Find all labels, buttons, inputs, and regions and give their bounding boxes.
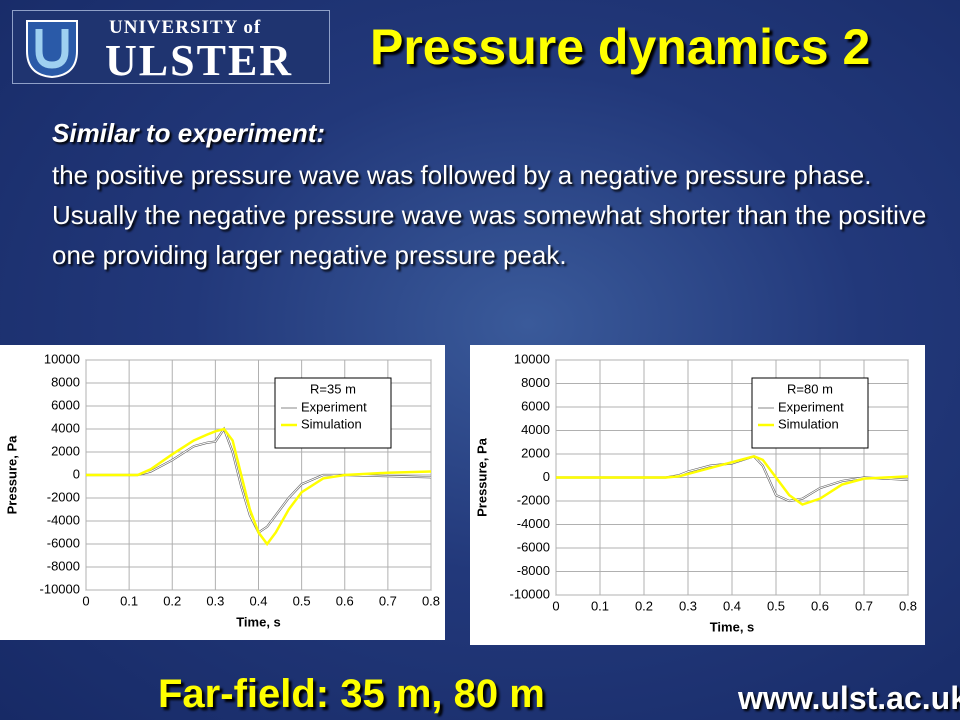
line — [86, 427, 432, 547]
x-tick-label: 0.6 — [811, 598, 829, 613]
x-tick-label: 0.2 — [163, 593, 181, 608]
y-tick-label: -8000 — [517, 563, 550, 578]
y-tick-label: 8000 — [521, 375, 550, 390]
y-tick-label: -2000 — [517, 492, 550, 507]
y-tick-label: 0 — [73, 466, 80, 481]
url: www.ulst.ac.uk — [738, 680, 960, 716]
x-tick-label: 0 — [82, 593, 89, 608]
x-tick-label: 0.5 — [293, 593, 311, 608]
x-tick-label: 0.7 — [379, 593, 397, 608]
logo-top: UNIVERSITY of — [109, 17, 262, 38]
y-tick-label: -10000 — [510, 586, 550, 601]
legend-label: Experiment — [301, 399, 367, 414]
x-axis-label: Time, s — [710, 619, 755, 634]
x-axis-label: Time, s — [236, 614, 281, 629]
y-tick-label: 6000 — [51, 397, 80, 412]
line — [556, 455, 909, 506]
x-tick-label: 0.4 — [249, 593, 267, 608]
y-tick-label: 8000 — [51, 374, 80, 389]
y-tick-label: -8000 — [47, 558, 80, 573]
y-tick-label: -10000 — [40, 581, 80, 596]
legend-title: R=80 m — [787, 381, 833, 396]
y-tick-label: -4000 — [47, 512, 80, 527]
y-tick-label: 10000 — [44, 351, 80, 366]
x-tick-label: 0.3 — [679, 598, 697, 613]
legend-label: Simulation — [778, 416, 839, 431]
x-tick-label: 0 — [552, 598, 559, 613]
x-tick-label: 0.2 — [635, 598, 653, 613]
y-tick-label: -4000 — [517, 516, 550, 531]
chart: -10000 -8000 -6000 -4000 -2000 0 2000 4000 6000 8… — [470, 345, 925, 645]
x-tick-label: 0.8 — [422, 593, 440, 608]
y-tick-label: 0 — [543, 469, 550, 484]
x-tick-label: 0.8 — [899, 598, 917, 613]
y-tick-label: 2000 — [521, 445, 550, 460]
y-axis-label: Pressure, Pa — [4, 435, 19, 515]
y-tick-label: 2000 — [51, 443, 80, 458]
caption: Far-field: 35 m, 80 m — [158, 672, 545, 716]
legend-box — [751, 377, 869, 449]
y-tick-label: 4000 — [51, 420, 80, 435]
y-tick-label: -6000 — [47, 535, 80, 550]
subtitle: Similar to experiment: — [52, 118, 326, 148]
y-tick-label: -2000 — [47, 489, 80, 504]
logo: UNIVERSITY of ULSTER — [12, 10, 330, 85]
x-tick-label: 0.7 — [855, 598, 873, 613]
y-tick-label: -6000 — [517, 539, 550, 554]
x-tick-label: 0.4 — [723, 598, 741, 613]
y-tick-label: 10000 — [514, 351, 550, 366]
legend-title: R=35 m — [310, 381, 356, 396]
body-text: the positive pressure wave was followed … — [52, 160, 927, 270]
x-tick-label: 0.1 — [120, 593, 138, 608]
x-tick-label: 0.5 — [767, 598, 785, 613]
chart: -10000 -8000 -6000 -4000 -2000 0 2000 4000 6000 8… — [0, 345, 445, 640]
legend-label: Experiment — [778, 399, 844, 414]
x-tick-label: 0.6 — [336, 593, 354, 608]
logo-main: ULSTER — [105, 36, 294, 85]
x-tick-label: 0.1 — [591, 598, 609, 613]
y-tick-label: 6000 — [521, 398, 550, 413]
y-axis-label: Pressure, Pa — [474, 437, 489, 517]
y-tick-label: 4000 — [521, 422, 550, 437]
slide-title: Pressure dynamics 2 — [370, 19, 871, 75]
legend-box — [274, 377, 392, 449]
logo-emblem — [26, 20, 78, 79]
x-tick-label: 0.3 — [206, 593, 224, 608]
legend-label: Simulation — [301, 416, 362, 431]
